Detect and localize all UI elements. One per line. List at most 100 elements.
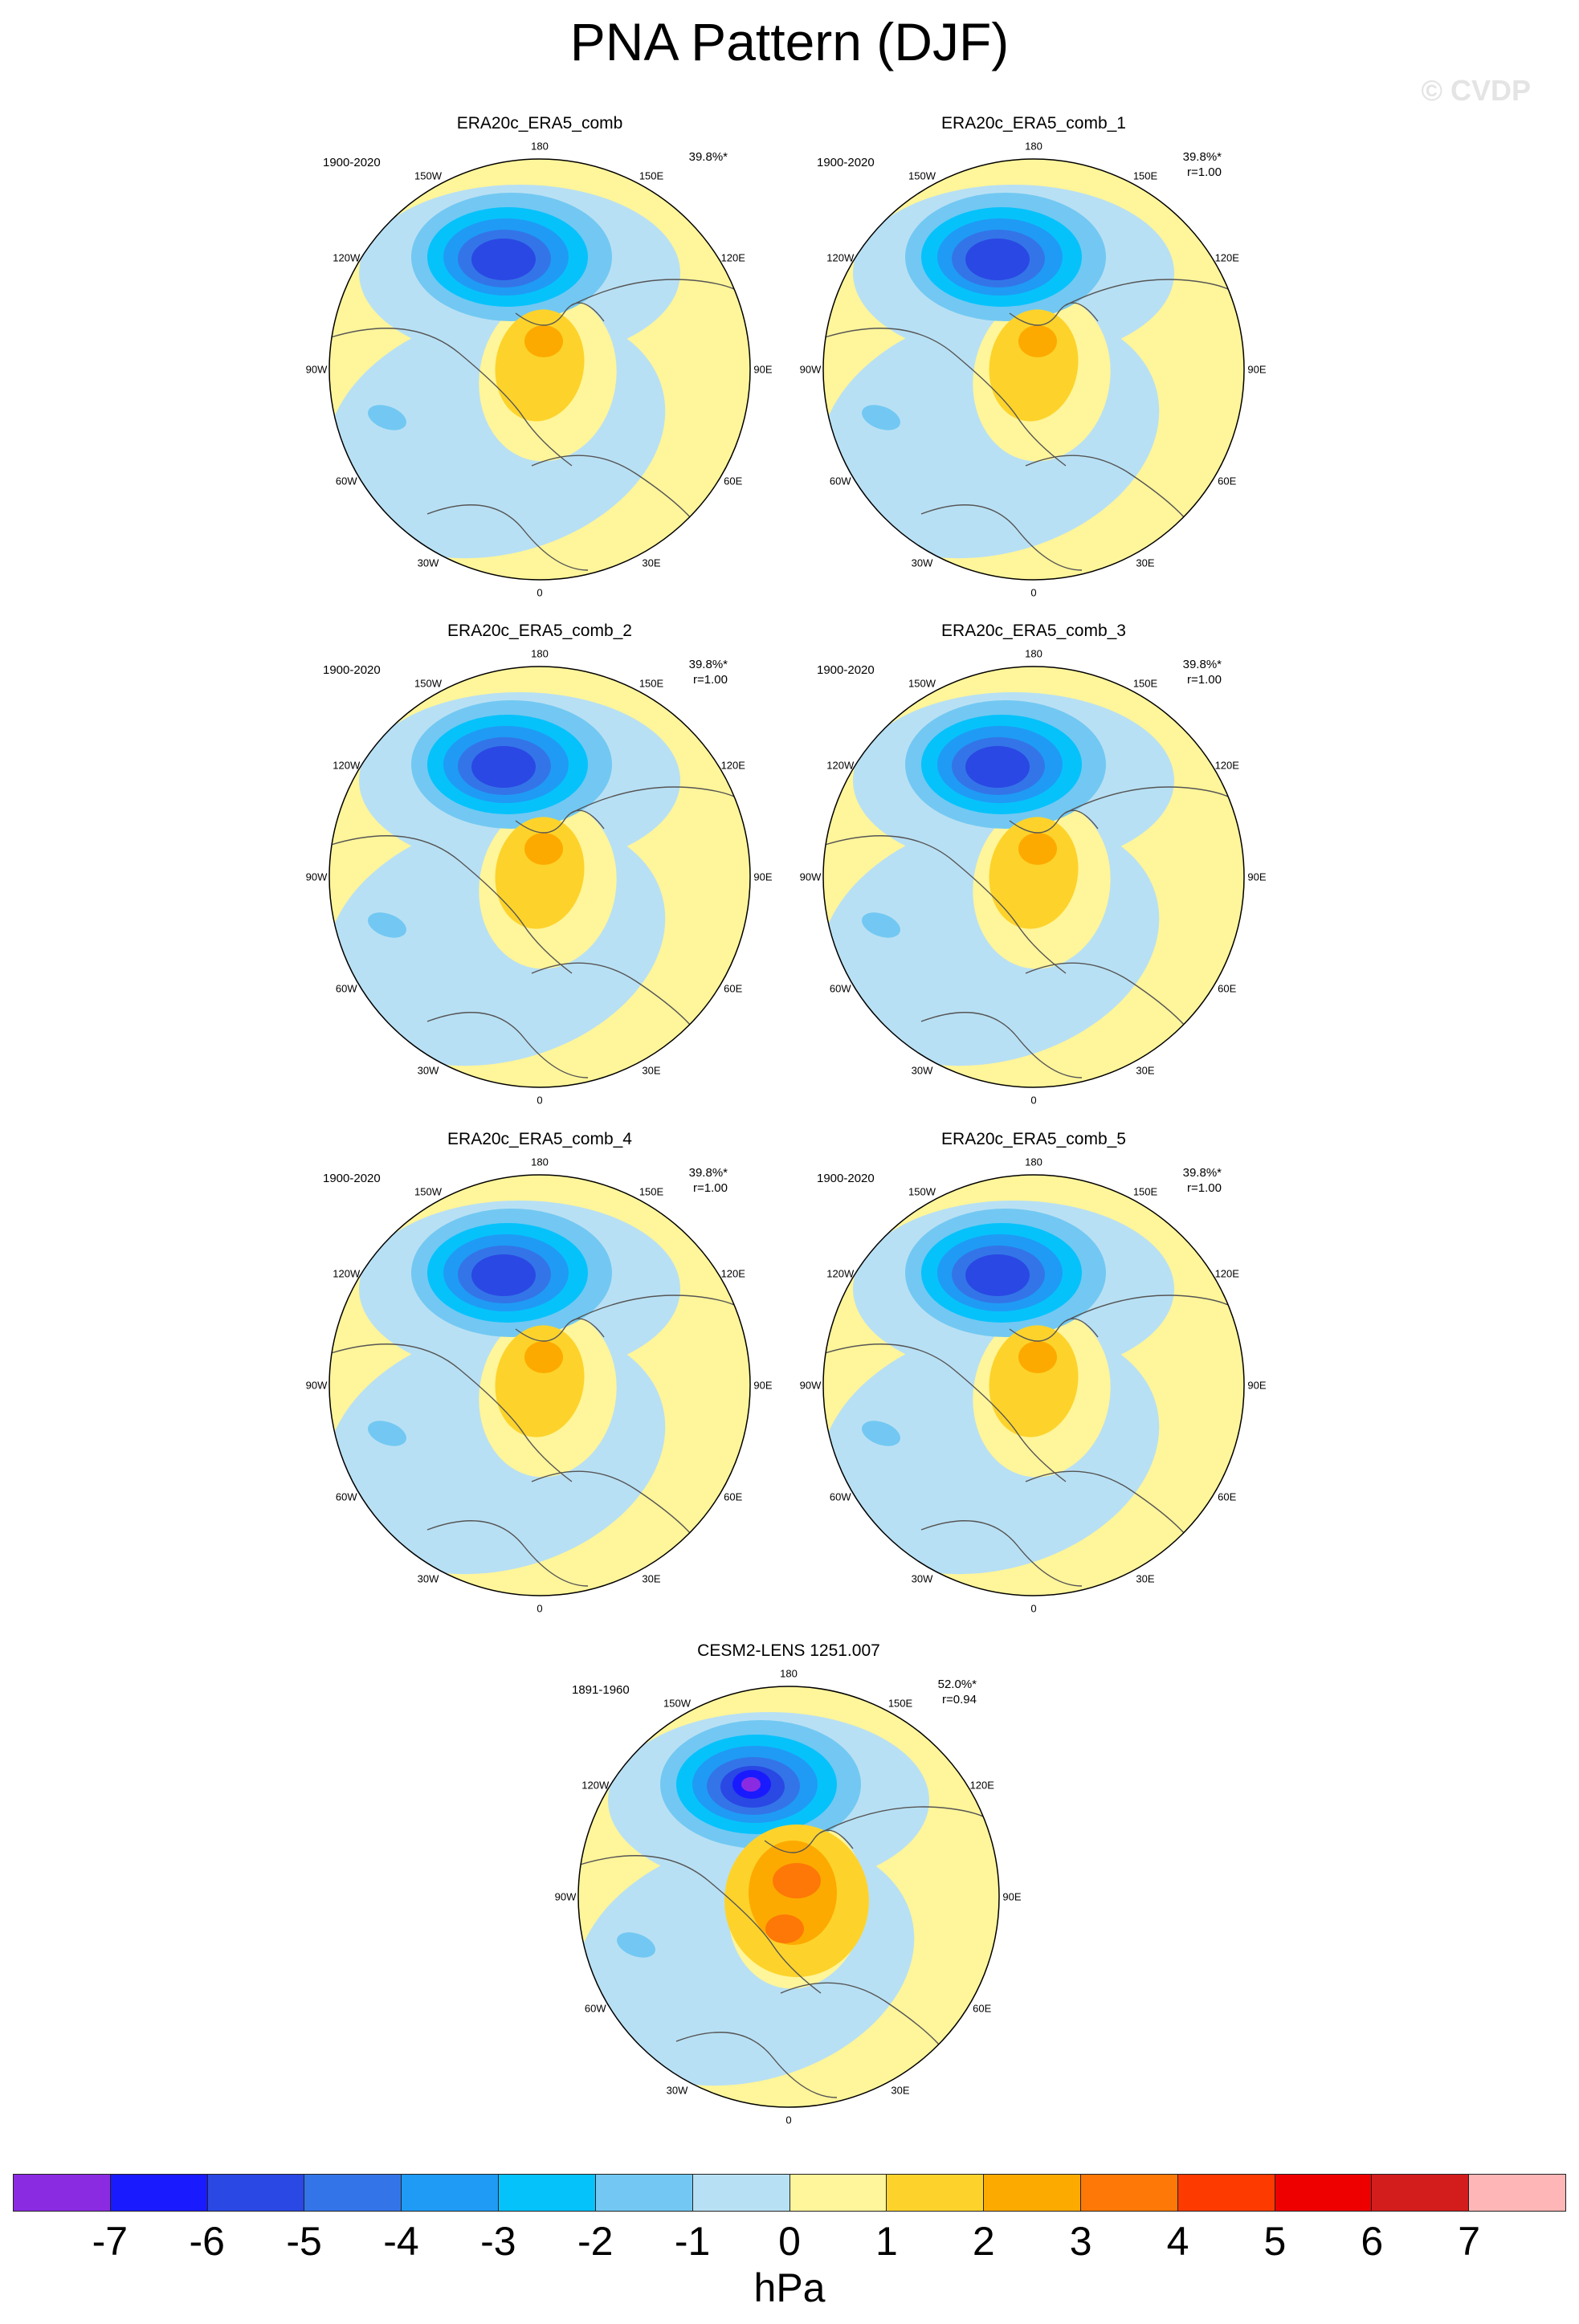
- longitude-label: 150E: [1132, 677, 1158, 690]
- contour-fill-neg: [368, 912, 406, 938]
- panel-years: 1900-2020: [817, 156, 875, 169]
- longitude-label: 60E: [973, 2002, 992, 2015]
- map-panel: ERA20c_ERA5_comb_4 1900-2020 39.8%* r=1.00 1…: [305, 1130, 773, 1615]
- longitude-label: 150W: [414, 1185, 442, 1198]
- coastline: [824, 1343, 1067, 1482]
- map-border: [577, 1686, 1000, 2108]
- map-panel: ERA20c_ERA5_comb_3 1900-2020 39.8%* r=1.00 1…: [799, 622, 1267, 1107]
- colorbar-tick-label: -7: [92, 2219, 129, 2264]
- colorbar-bin: [595, 2175, 693, 2211]
- colorbar-bin: [110, 2175, 208, 2211]
- polar-map: [577, 1686, 1000, 2108]
- colorbar-tick-label: 4: [1166, 2219, 1189, 2264]
- longitude-label: 120E: [969, 1779, 994, 1792]
- panel-title: CESM2-LENS 1251.007: [697, 1641, 880, 1660]
- longitude-label: 30E: [891, 2084, 910, 2097]
- coastline: [579, 1855, 822, 1994]
- longitude-label: 60E: [1218, 1490, 1237, 1503]
- colorbar-tick-label: 7: [1458, 2219, 1481, 2264]
- longitude-label: 60W: [335, 475, 357, 487]
- panel-title: ERA20c_ERA5_comb_2: [447, 622, 632, 640]
- longitude-label: 150E: [639, 677, 664, 690]
- panel-stats: 39.8%* r=1.00: [689, 657, 728, 687]
- contour-fill-pos: [1018, 833, 1057, 865]
- contour-fill-neg: [965, 1254, 1030, 1296]
- explained-variance: 39.8%*: [1182, 1166, 1222, 1180]
- colorbar-tick-label: -5: [286, 2219, 322, 2264]
- explained-variance: 39.8%*: [688, 1166, 728, 1180]
- coastline: [571, 1295, 750, 1338]
- pattern-correlation: r=1.00: [693, 673, 728, 687]
- contour-fill-neg: [471, 746, 536, 788]
- contour-fill-neg: [368, 1421, 406, 1446]
- map-border: [328, 666, 751, 1088]
- longitude-label: 90W: [799, 1379, 822, 1392]
- coastline: [780, 1982, 950, 2058]
- longitude-label: 90W: [305, 1379, 328, 1392]
- colorbar-unit: hPa: [753, 2265, 826, 2310]
- coastline: [515, 302, 605, 326]
- coastline: [1025, 455, 1195, 531]
- coastline: [426, 1012, 589, 1078]
- longitude-label: 60W: [829, 475, 851, 487]
- coastline: [1065, 1295, 1244, 1338]
- map-border: [822, 158, 1245, 581]
- longitude-label: 30W: [911, 557, 933, 569]
- colorbar-tick-label: 1: [875, 2219, 898, 2264]
- pattern-correlation: r=1.00: [1187, 1181, 1222, 1195]
- longitude-label: 90E: [1247, 1379, 1267, 1392]
- longitude-label: 30E: [1136, 1572, 1155, 1585]
- longitude-label: 90W: [799, 363, 822, 376]
- colorbar-tick-label: 2: [972, 2219, 995, 2264]
- longitude-label: 90E: [1247, 363, 1267, 376]
- coastline: [824, 835, 1067, 974]
- longitude-label: 120E: [720, 251, 745, 264]
- colorbar-bin: [207, 2175, 305, 2211]
- pattern-correlation: r=1.00: [1187, 673, 1222, 687]
- contour-fill-neg: [617, 1932, 655, 1958]
- colorbar-tick-label: -6: [189, 2219, 225, 2264]
- contour-fill-pos: [1018, 325, 1057, 357]
- longitude-label: 150E: [887, 1697, 913, 1710]
- longitude-label: 150E: [639, 169, 664, 182]
- colorbar-bin: [692, 2175, 790, 2211]
- panel-title: ERA20c_ERA5_comb: [456, 114, 623, 133]
- map-border: [822, 1174, 1245, 1596]
- longitude-label: 60W: [829, 982, 851, 995]
- coastline: [675, 2032, 838, 2098]
- longitude-label: 120E: [1214, 1267, 1239, 1280]
- longitude-label: 120W: [826, 1267, 855, 1280]
- longitude-label: 30E: [1136, 1064, 1155, 1077]
- contour-fill-neg: [741, 1777, 761, 1792]
- coastline: [1065, 786, 1244, 830]
- longitude-label: 150E: [1132, 169, 1158, 182]
- panel-years: 1900-2020: [323, 156, 381, 169]
- polar-map: [822, 158, 1245, 581]
- panel-title: ERA20c_ERA5_comb_4: [447, 1130, 632, 1148]
- longitude-label: 0: [537, 1094, 543, 1107]
- pattern-correlation: r=0.94: [942, 1693, 977, 1706]
- longitude-label: 180: [1025, 140, 1042, 153]
- panel-title: ERA20c_ERA5_comb_5: [941, 1130, 1126, 1148]
- watermark: © CVDP: [1421, 74, 1531, 107]
- longitude-label: 60E: [724, 475, 743, 487]
- longitude-label: 60W: [335, 1490, 357, 1503]
- coastline: [426, 1520, 589, 1587]
- longitude-label: 120W: [826, 759, 855, 772]
- map-panel: ERA20c_ERA5_comb_1 1900-2020 39.8%* r=1.00 1…: [799, 114, 1267, 599]
- longitude-label: 30E: [642, 1572, 661, 1585]
- longitude-label: 150E: [1132, 1185, 1158, 1198]
- coastline: [330, 835, 573, 974]
- coastline: [1025, 962, 1195, 1038]
- figure-title: PNA Pattern (DJF): [569, 12, 1010, 71]
- map-border: [822, 666, 1245, 1088]
- longitude-label: 30E: [642, 557, 661, 569]
- longitude-label: 90E: [753, 870, 773, 883]
- colorbar-bin: [1177, 2175, 1275, 2211]
- longitude-label: 90W: [799, 870, 822, 883]
- longitude-label: 90E: [1002, 1890, 1022, 1903]
- contour-fill-neg: [862, 1421, 900, 1446]
- longitude-label: 150W: [908, 169, 936, 182]
- colorbar-tick-label: -4: [383, 2219, 419, 2264]
- longitude-label: 60E: [1218, 475, 1237, 487]
